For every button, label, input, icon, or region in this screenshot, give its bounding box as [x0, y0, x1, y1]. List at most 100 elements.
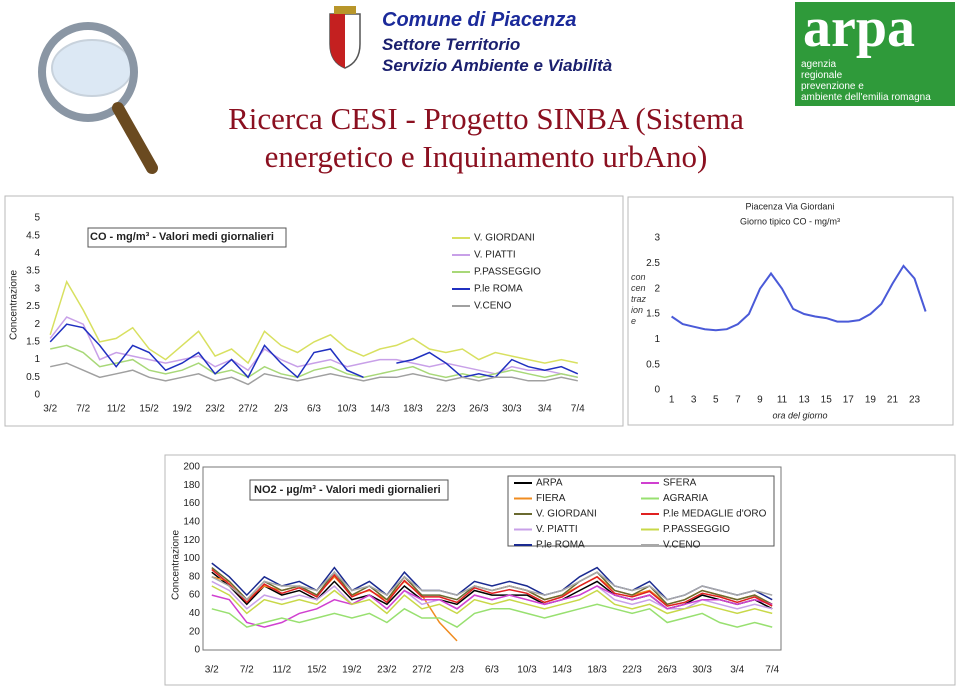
x-tick-label: 23	[909, 395, 921, 406]
y-tick-label: 0	[194, 645, 200, 656]
series-line	[49, 316, 578, 379]
x-tick-label: 19	[865, 395, 877, 406]
y-tick-label: 200	[183, 462, 200, 473]
x-tick-label: 2/3	[274, 404, 288, 415]
y-tick-label: 3	[34, 283, 40, 294]
x-tick-label: 7	[735, 395, 741, 406]
x-tick-label: 3/4	[730, 665, 744, 676]
legend-label: AGRARIA	[663, 493, 708, 504]
legend-label: V.CENO	[663, 540, 701, 551]
y-tick-label: 0	[34, 390, 40, 401]
x-tick-label: 27/2	[238, 404, 258, 415]
x-tick-label: 11/2	[272, 665, 291, 676]
chart-title: NO2 - µg/m³ - Valori medi giornalieri	[254, 484, 441, 496]
x-tick-label: 27/2	[412, 665, 432, 676]
org-name: Comune di Piacenza	[382, 9, 577, 31]
x-tick-label: 18/3	[587, 665, 607, 676]
x-tick-label: 11	[777, 395, 788, 406]
legend-label: FIERA	[536, 493, 566, 504]
y-tick-label: 2.5	[26, 301, 40, 312]
x-tick-label: 22/3	[436, 404, 456, 415]
x-tick-label: 9	[757, 395, 763, 406]
y-tick-label: 80	[189, 571, 201, 582]
legend-label: P.le MEDAGLIE d'ORO	[663, 509, 767, 520]
y-tick-label: 160	[183, 498, 200, 509]
y-axis-label: Concentrazione	[171, 530, 182, 600]
x-tick-label: 26/3	[469, 404, 489, 415]
plot-frame	[202, 466, 782, 651]
magnifier-icon	[38, 22, 158, 174]
series-line	[671, 264, 927, 332]
x-tick-label: 18/3	[403, 404, 423, 415]
title-box	[87, 227, 287, 248]
x-tick-label: 1	[669, 395, 675, 406]
y-tick-label: 2.5	[646, 258, 660, 269]
x-tick-label: 30/3	[502, 404, 522, 415]
legend-label: P.PASSEGGIO	[663, 524, 730, 535]
y-tick-label: 120	[183, 535, 200, 546]
y-tick-label: 0	[654, 385, 660, 396]
series-line	[50, 344, 578, 379]
y-tick-label: 1.5	[26, 337, 40, 348]
x-tick-label: 6/3	[307, 404, 321, 415]
y-tick-label: 4	[34, 248, 40, 259]
x-tick-label: 7/2	[76, 404, 90, 415]
legend-label: V. GIORDANI	[536, 509, 597, 520]
y-tick-label: 3	[654, 233, 660, 244]
x-tick-label: 3/2	[43, 404, 57, 415]
arpa-logo: arpa agenzia regionale prevenzione e ambien…	[795, 0, 955, 106]
legend-box	[507, 475, 775, 547]
slide-title: Ricerca CESI - Progetto SINBA (Sistema e…	[228, 101, 744, 174]
legend-label: V.CENO	[474, 301, 512, 312]
x-tick-label: 30/3	[692, 665, 712, 676]
series-line	[211, 585, 773, 615]
legend-label: P.le ROMA	[536, 540, 585, 551]
x-tick-label: 19/2	[172, 404, 192, 415]
x-tick-label: 13	[799, 395, 811, 406]
x-tick-label: 21	[887, 395, 899, 406]
x-tick-label: 3/4	[538, 404, 552, 415]
x-tick-label: 22/3	[622, 665, 642, 676]
legend-label: P.le ROMA	[474, 284, 523, 295]
legend-label: ARPA	[536, 478, 563, 489]
y-tick-label: 1	[654, 334, 660, 345]
x-tick-label: 7/4	[571, 404, 585, 415]
logo-line: regionale	[801, 70, 843, 81]
y-tick-label: 2	[34, 319, 40, 330]
legend-label: V. GIORDANI	[474, 233, 535, 244]
x-tick-label: 7/2	[240, 665, 254, 676]
series-line	[49, 323, 579, 379]
x-tick-label: 6/3	[485, 665, 499, 676]
y-tick-label: 4.5	[26, 230, 40, 241]
y-tick-label: 1.5	[646, 309, 660, 320]
y-tick-label: 100	[183, 553, 200, 564]
x-tick-label: 7/4	[765, 665, 779, 676]
y-tick-label: 3.5	[26, 266, 40, 277]
x-tick-label: 15/2	[139, 404, 159, 415]
x-tick-label: 15	[821, 395, 833, 406]
chart-subtitle: Giorno tipico CO - mg/m³	[740, 216, 840, 226]
y-tick-label: 2	[654, 283, 660, 294]
y-tick-label: 5	[34, 213, 40, 224]
legend-label: SFERA	[663, 478, 697, 489]
y-tick-label: 60	[189, 590, 201, 601]
emblem	[329, 6, 361, 69]
x-tick-label: 23/2	[205, 404, 225, 415]
x-tick-label: 17	[843, 395, 855, 406]
legend-label: V. PIATTI	[536, 524, 578, 535]
series-line	[211, 568, 773, 607]
chart-title: Piacenza Via Giordani	[746, 201, 835, 211]
x-axis-label: ora del giorno	[772, 410, 827, 420]
logo-line: agenzia	[801, 59, 837, 70]
x-tick-label: 3/2	[205, 665, 219, 676]
logo-line: ambiente dell'emilia romagna	[801, 92, 931, 103]
series-line	[211, 571, 773, 601]
x-tick-label: 14/3	[552, 665, 572, 676]
y-axis-label: concentrazione	[631, 272, 647, 326]
x-tick-label: 15/2	[307, 665, 327, 676]
legend-label: P.PASSEGGIO	[474, 267, 541, 278]
x-tick-label: 2/3	[450, 665, 464, 676]
department: Settore Territorio	[382, 35, 521, 54]
